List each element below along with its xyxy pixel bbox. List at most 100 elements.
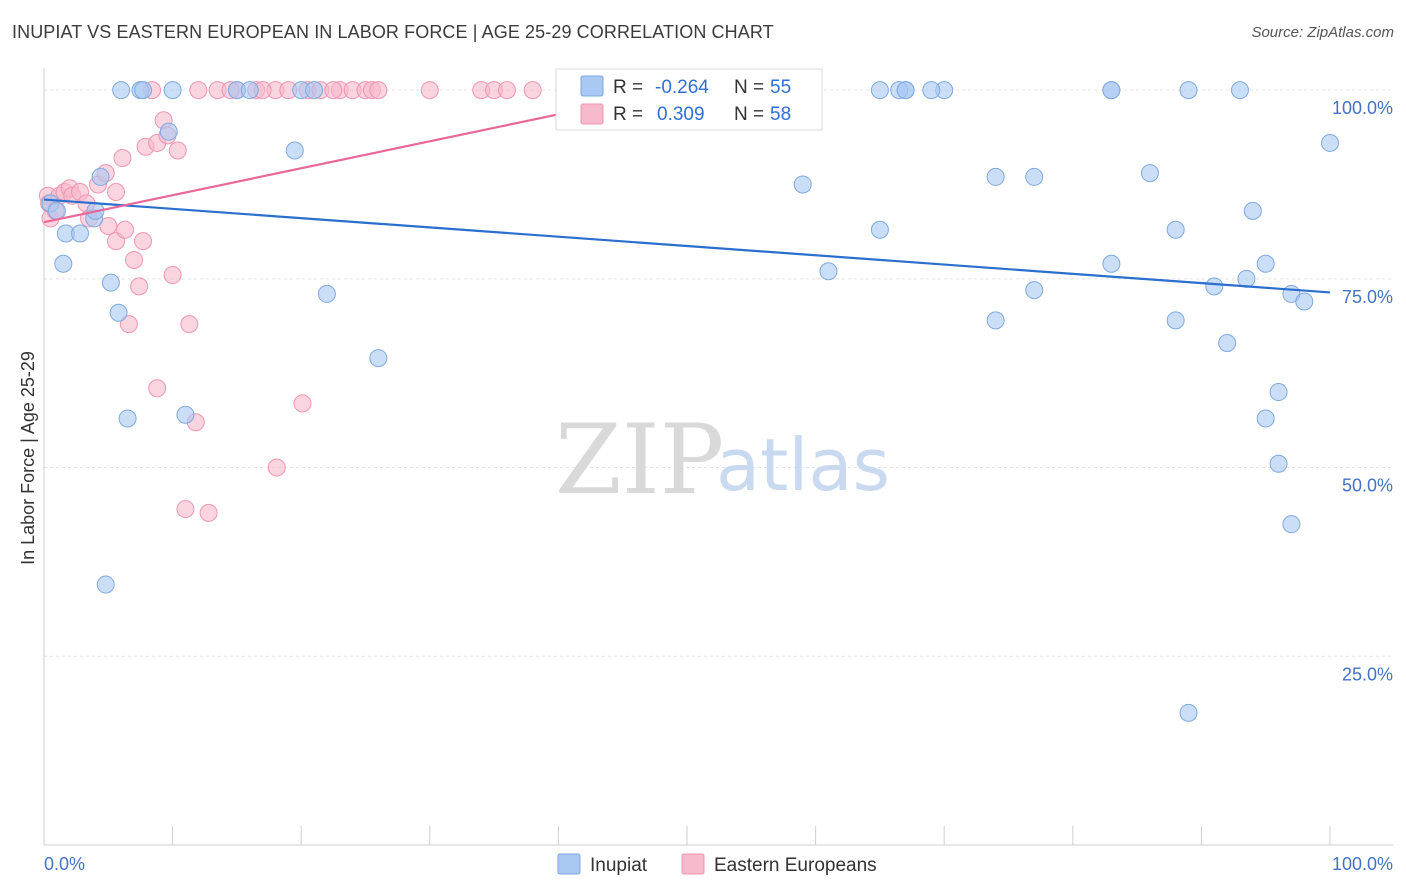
inupiat-point <box>870 220 889 239</box>
watermark: ZIP atlas <box>555 404 890 516</box>
eastern-point <box>267 458 286 477</box>
inupiat-point <box>101 273 120 292</box>
y-tick-labels: 100.0% 75.0% 50.0% 25.0% <box>1332 98 1393 684</box>
inupiat-point <box>285 141 304 160</box>
inupiat-point <box>240 81 259 100</box>
x-tick-label-max: 100.0% <box>1332 854 1393 874</box>
inupiat-point <box>159 122 178 141</box>
eastern-point <box>130 277 149 296</box>
eastern-n-label: N = <box>734 104 764 125</box>
inupiat-point <box>986 167 1005 186</box>
eastern-point <box>324 81 343 100</box>
x-tick-label-min: 0.0% <box>44 854 85 874</box>
stats-legend: R = -0.264 N = 55 R = 0.309 N = 58 <box>555 68 823 131</box>
legend-eastern-swatch <box>681 853 705 875</box>
eastern-n-value: 58 <box>770 104 791 125</box>
source-label: Source: ZipAtlas.com <box>1251 24 1394 41</box>
inupiat-point <box>96 575 115 594</box>
inupiat-point <box>986 311 1005 330</box>
inupiat-point <box>1205 277 1224 296</box>
inupiat-point <box>118 409 137 428</box>
eastern-point <box>199 503 218 522</box>
inupiat-point <box>47 201 66 220</box>
inupiat-point <box>1166 220 1185 239</box>
inupiat-point <box>91 167 110 186</box>
inupiat-point <box>1102 254 1121 273</box>
eastern-r-value: 0.309 <box>657 104 705 125</box>
watermark-atlas: atlas <box>716 423 890 507</box>
eastern-point <box>176 500 195 519</box>
inupiat-point <box>1218 333 1237 352</box>
inupiat-point <box>1025 281 1044 300</box>
y-axis-title: In Labor Force | Age 25-29 <box>18 351 38 565</box>
inupiat-point <box>1256 409 1275 428</box>
inupiat-point <box>1269 454 1288 473</box>
inupiat-point <box>305 81 324 100</box>
inupiat-point <box>71 224 90 243</box>
eastern-point <box>113 149 132 168</box>
inupiat-point <box>1179 81 1198 100</box>
eastern-point <box>107 183 126 202</box>
inupiat-point <box>896 81 915 100</box>
eastern-point <box>369 81 388 100</box>
eastern-point <box>134 232 153 251</box>
inupiat-point <box>1269 383 1288 402</box>
inupiat-point <box>112 81 131 100</box>
inupiat-point <box>54 254 73 273</box>
eastern-point <box>116 220 135 239</box>
inupiat-r-label: R = <box>613 77 643 98</box>
eastern-point <box>180 315 199 334</box>
inupiat-point <box>1295 292 1314 311</box>
inupiat-swatch <box>580 75 604 97</box>
eastern-point <box>125 250 144 269</box>
eastern-point <box>168 141 187 160</box>
inupiat-n-label: N = <box>734 77 764 98</box>
y-tick-label: 25.0% <box>1342 664 1393 684</box>
inupiat-point <box>1282 515 1301 534</box>
inupiat-point <box>793 175 812 194</box>
inupiat-point <box>1179 703 1198 722</box>
inupiat-point <box>176 405 195 424</box>
inupiat-point <box>1256 254 1275 273</box>
legend-inupiat-swatch <box>557 853 581 875</box>
inupiat-point <box>1321 133 1339 152</box>
eastern-point <box>119 315 138 334</box>
inupiat-point <box>1025 167 1044 186</box>
y-tick-label: 75.0% <box>1342 287 1393 307</box>
grid-lines <box>44 89 1393 657</box>
watermark-zip: ZIP <box>555 404 724 516</box>
inupiat-points <box>41 81 1339 722</box>
inupiat-r-value: -0.264 <box>655 77 709 98</box>
inupiat-n-value: 55 <box>770 77 791 98</box>
inupiat-point <box>369 349 388 368</box>
eastern-point <box>420 81 439 100</box>
legend-eastern-label: Eastern Europeans <box>714 855 877 876</box>
eastern-point <box>523 81 542 100</box>
inupiat-point <box>1243 201 1262 220</box>
eastern-point <box>148 379 167 398</box>
y-tick-label: 100.0% <box>1332 98 1393 118</box>
eastern-r-label: R = <box>613 104 643 125</box>
eastern-point <box>497 81 516 100</box>
inupiat-point <box>1166 311 1185 330</box>
inupiat-point <box>134 81 153 100</box>
inupiat-point <box>819 262 838 281</box>
legend-inupiat-label: Inupiat <box>590 855 648 876</box>
eastern-point <box>189 81 208 100</box>
inupiat-point <box>163 81 182 100</box>
inupiat-point <box>1102 81 1121 100</box>
y-tick-label: 50.0% <box>1342 476 1393 496</box>
inupiat-point <box>870 81 889 100</box>
inupiat-point <box>109 303 128 322</box>
axes <box>43 68 1393 846</box>
eastern-point <box>163 266 182 285</box>
eastern-swatch <box>580 103 604 125</box>
inupiat-point <box>1230 81 1249 100</box>
inupiat-trend-line <box>43 198 1331 294</box>
inupiat-point <box>1140 164 1159 183</box>
inupiat-point <box>317 284 336 303</box>
chart-title: INUPIAT VS EASTERN EUROPEAN IN LABOR FOR… <box>12 22 774 42</box>
series-legend: Inupiat Eastern Europeans <box>557 853 877 876</box>
eastern-point <box>293 394 312 413</box>
